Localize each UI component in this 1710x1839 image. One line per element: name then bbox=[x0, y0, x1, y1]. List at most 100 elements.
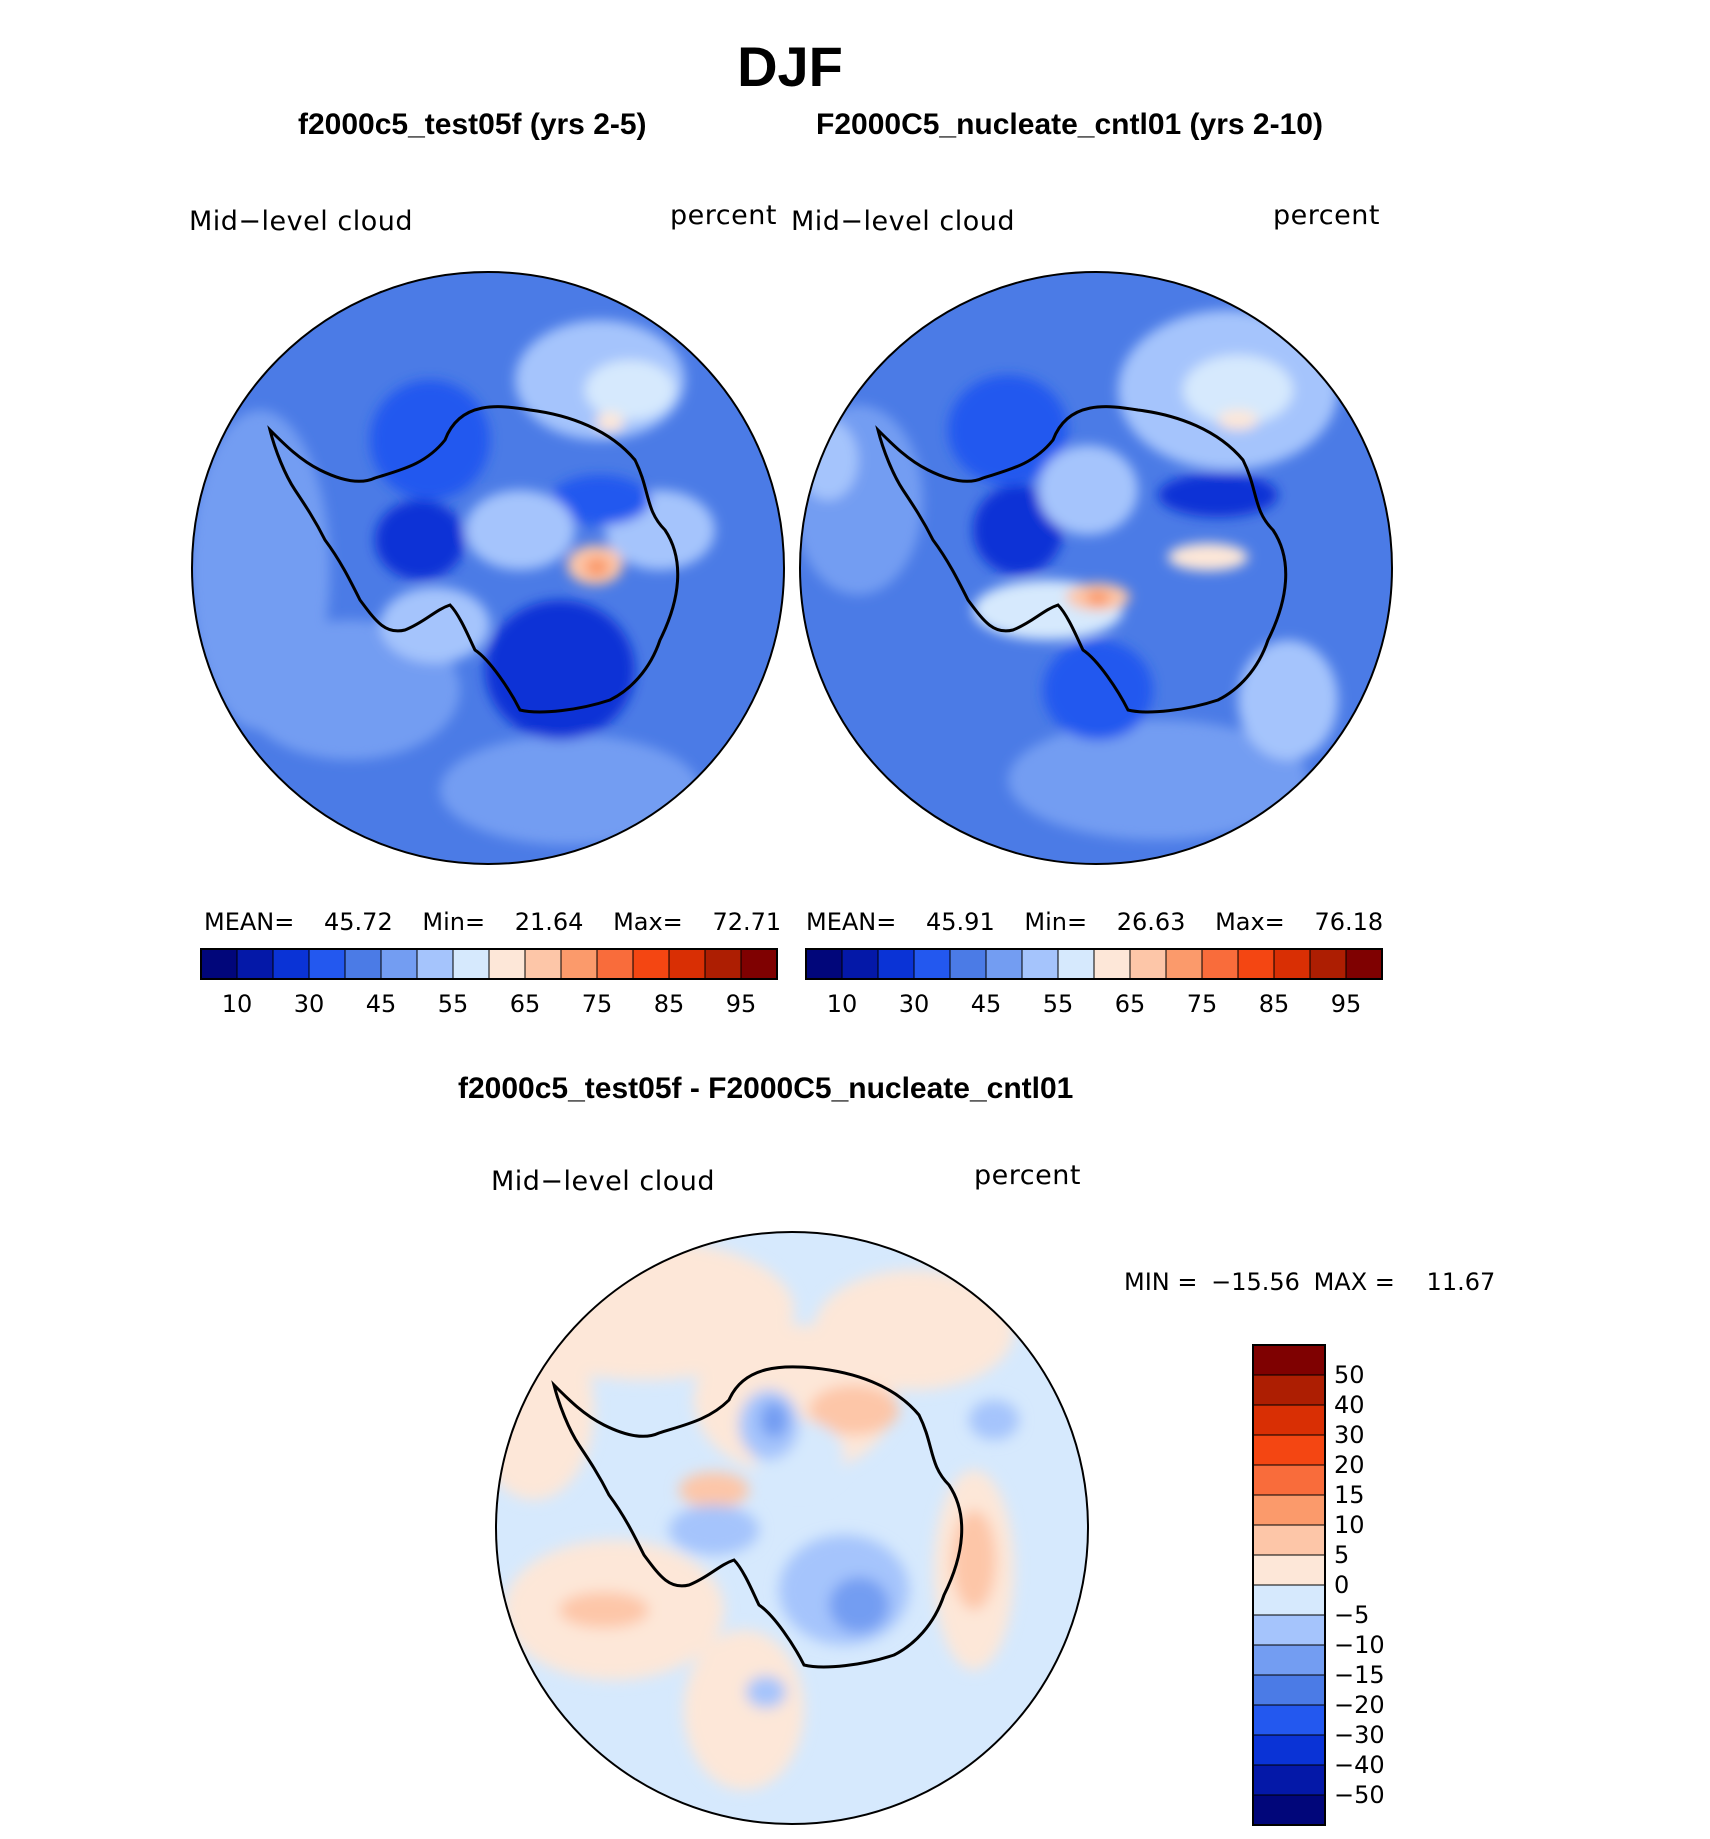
panel-1-colorbar-box bbox=[668, 948, 706, 980]
panel-1-colorbar-box bbox=[488, 948, 526, 980]
panel-1-colorbar-box bbox=[704, 948, 742, 980]
difference-colorbar-box bbox=[1252, 1704, 1326, 1736]
panel-2-colorbar-box bbox=[1129, 948, 1167, 980]
panel-2-colorbar-box bbox=[1345, 948, 1383, 980]
panel-2-region-east-warm bbox=[1168, 543, 1248, 571]
panel-2-colorbar-box bbox=[1201, 948, 1239, 980]
panel-1-colorbar-box bbox=[452, 948, 490, 980]
difference-colorbar-box bbox=[1252, 1404, 1326, 1436]
difference-colorbar-box bbox=[1252, 1764, 1326, 1796]
panel-2-colorbar-box bbox=[1057, 948, 1095, 980]
difference-max-value: 11.67 bbox=[1426, 1268, 1496, 1296]
panel-2-colorbar-frame bbox=[805, 948, 1383, 980]
panel-1-region-dark-south bbox=[485, 600, 635, 740]
panel-2-colorbar-tick-label: 55 bbox=[1042, 990, 1074, 1018]
difference-region-inner-warm-core bbox=[679, 1472, 749, 1508]
difference-region-west-warm-core bbox=[559, 1592, 649, 1628]
difference-colorbar bbox=[1252, 1344, 1326, 1826]
panel-2-region-west-light bbox=[800, 405, 923, 595]
panel-1-colorbar-tick-label: 65 bbox=[509, 990, 541, 1018]
panel-2-mean-value: 45.91 bbox=[926, 908, 995, 936]
panel-1-colorbar-tick-label: 55 bbox=[437, 990, 469, 1018]
panel-1-colorbar-box bbox=[380, 948, 418, 980]
difference-region-cool-southwest bbox=[746, 1676, 786, 1708]
difference-colorbar-tick-label: 10 bbox=[1334, 1511, 1365, 1539]
panel-1-colorbar-box bbox=[596, 948, 634, 980]
difference-colorbar-box bbox=[1252, 1734, 1326, 1766]
difference-colorbar-tick-label: 20 bbox=[1334, 1451, 1365, 1479]
panel-2-antarctica-coastline bbox=[875, 405, 1288, 714]
panel-1-colorbar-tick-label: 85 bbox=[653, 990, 685, 1018]
panel-2-colorbar-box bbox=[1093, 948, 1131, 980]
panel-2-colorbar-tick-label: 45 bbox=[970, 990, 1002, 1018]
difference-colorbar-tick-label: −5 bbox=[1334, 1601, 1370, 1629]
difference-region-cool-west bbox=[669, 1505, 759, 1555]
panel-1-region-dark-east bbox=[550, 475, 650, 525]
panel-2-colorbar-box bbox=[1021, 948, 1059, 980]
panel-2-colorbar-tick-label: 95 bbox=[1330, 990, 1362, 1018]
difference-stats: MIN = −15.56 MAX = 11.67 bbox=[1124, 1268, 1495, 1296]
difference-colorbar-tick-label: −50 bbox=[1334, 1781, 1385, 1809]
panel-2-region-northeast-lightest bbox=[1183, 355, 1293, 425]
panel-2-region-dark-center bbox=[973, 485, 1063, 575]
panel-2-colorbar-box bbox=[985, 948, 1023, 980]
panel-2-colorbar-box bbox=[913, 948, 951, 980]
panel-1-colorbar-box bbox=[740, 948, 778, 980]
panel-1-colorbar-box bbox=[272, 948, 310, 980]
panel-1-variable-label: Mid−level cloud bbox=[189, 206, 413, 237]
panel-1-colorbar-box bbox=[524, 948, 562, 980]
panel-2-region-northeast-warm bbox=[1218, 410, 1258, 430]
panel-2-colorbar-ticks: 10 30 45 55 65 75 85 95 bbox=[806, 990, 1382, 1020]
panel-1-colorbar-tick-label: 10 bbox=[221, 990, 253, 1018]
panel-2-colorbar bbox=[805, 948, 1383, 980]
panel-1-colorbar-box bbox=[344, 948, 382, 980]
difference-colorbar-tick-label: −15 bbox=[1334, 1661, 1385, 1689]
difference-colorbar-tick-label: −30 bbox=[1334, 1721, 1385, 1749]
difference-colorbar-frame bbox=[1252, 1344, 1326, 1826]
panel-2-min-label: Min= bbox=[1024, 908, 1088, 936]
panel-2-region-center-warm-core bbox=[1086, 590, 1110, 606]
panel-1-colorbar-box bbox=[416, 948, 454, 980]
panel-2-title: F2000C5_nucleate_cntl01 (yrs 2-10) bbox=[816, 108, 1323, 141]
panel-2-region-east-light bbox=[1238, 640, 1338, 760]
panel-2-polar-map bbox=[799, 271, 1393, 865]
panel-1-colorbar bbox=[200, 948, 778, 980]
panel-1-region-dark-center bbox=[375, 500, 465, 580]
difference-colorbar-box bbox=[1252, 1794, 1326, 1826]
difference-antarctica-coastline bbox=[551, 1365, 964, 1669]
panel-1-antarctica-coastline bbox=[267, 405, 680, 714]
panel-2-colorbar-tick-label: 10 bbox=[826, 990, 858, 1018]
panel-2-colorbar-tick-label: 85 bbox=[1258, 990, 1290, 1018]
difference-min-label: MIN = bbox=[1124, 1268, 1198, 1296]
panel-1-colorbar-box bbox=[560, 948, 598, 980]
difference-region-cool-south-core bbox=[829, 1577, 889, 1633]
difference-colorbar-tick-label: 5 bbox=[1334, 1541, 1350, 1569]
panel-1-max-value: 72.71 bbox=[712, 908, 782, 936]
panel-2-colorbar-box bbox=[1165, 948, 1203, 980]
panel-1-colorbar-frame bbox=[200, 948, 778, 980]
difference-region-south-warm bbox=[684, 1630, 804, 1790]
panel-1-colorbar-tick-label: 45 bbox=[365, 990, 397, 1018]
panel-1-map-border bbox=[191, 271, 785, 865]
panel-2-colorbar-box bbox=[805, 948, 843, 980]
panel-2-stats: MEAN= 45.91 Min= 26.63 Max= 76.18 bbox=[806, 908, 1383, 936]
panel-2-region-south-light bbox=[1008, 720, 1308, 840]
panel-1-region-south-light bbox=[440, 735, 700, 845]
difference-colorbar-tick-label: 40 bbox=[1334, 1391, 1365, 1419]
difference-colorbar-tick-label: −10 bbox=[1334, 1631, 1385, 1659]
difference-colorbar-box bbox=[1252, 1614, 1326, 1646]
panel-1-region-center-warm-core bbox=[585, 557, 609, 577]
panel-2-colorbar-box bbox=[1273, 948, 1311, 980]
difference-colorbar-tick-label: 50 bbox=[1334, 1361, 1365, 1389]
panel-1-colorbar-box bbox=[308, 948, 346, 980]
difference-map-border bbox=[495, 1231, 1089, 1825]
panel-1-mean-label: MEAN= bbox=[204, 908, 295, 936]
panel-1-region-warm-spot bbox=[596, 412, 624, 432]
difference-colorbar-box bbox=[1252, 1344, 1326, 1376]
panel-1-colorbar-tick-label: 30 bbox=[293, 990, 325, 1018]
panel-1-polar-map bbox=[191, 271, 785, 865]
panel-2-colorbar-box bbox=[1237, 948, 1275, 980]
difference-colorbar-tick-label: 15 bbox=[1334, 1481, 1365, 1509]
panel-1-region-peninsula-light bbox=[380, 587, 490, 663]
panel-1-stats: MEAN= 45.72 Min= 21.64 Max= 72.71 bbox=[204, 908, 781, 936]
